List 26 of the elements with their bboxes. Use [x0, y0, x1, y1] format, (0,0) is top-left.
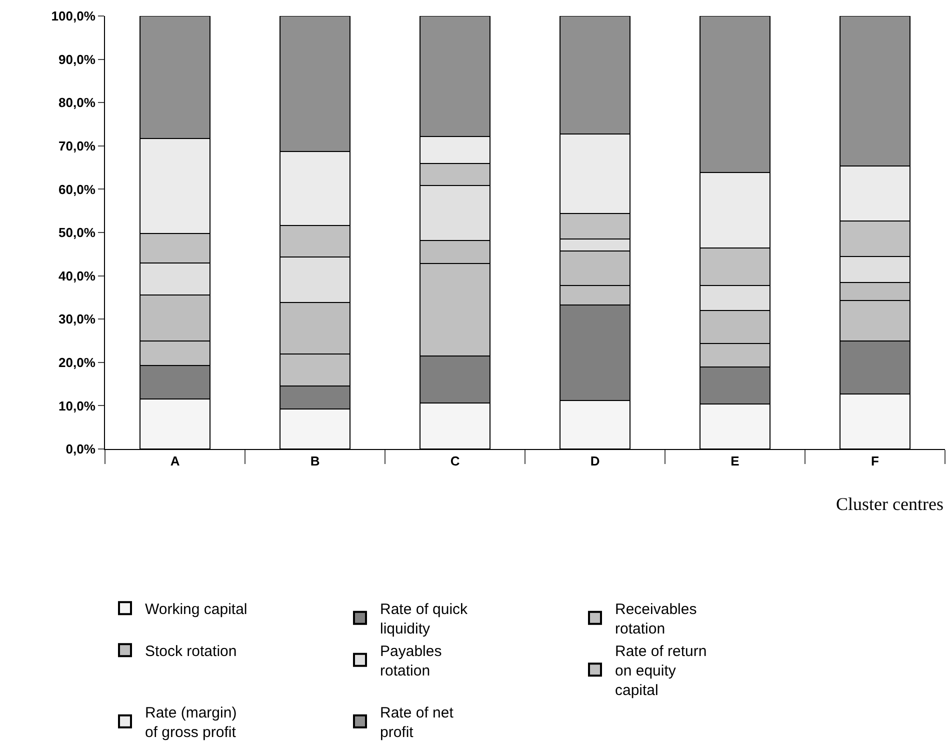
y-tick-label: 0,0% [66, 442, 96, 457]
y-tick-label: 70,0% [58, 138, 96, 154]
x-tick-label: B [310, 454, 320, 469]
legend-label: Payables rotation [380, 642, 442, 680]
legend-label: Stock rotation [145, 642, 237, 660]
y-tick-label: 20,0% [58, 354, 96, 370]
x-axis-title: Cluster centres [836, 494, 944, 514]
legend-label: Rate of quick liquidity [380, 600, 468, 638]
legend-label: Rate of net profit [380, 704, 454, 741]
y-tick-label: 90,0% [58, 52, 96, 67]
y-tick-label: 100,0% [51, 8, 96, 24]
x-tick-label: A [170, 454, 180, 469]
legend-label: Rate (margin) of gross profit [145, 704, 237, 741]
y-tick-label: 50,0% [58, 225, 96, 240]
x-tick-label: C [450, 454, 460, 469]
x-tick-label: F [871, 454, 880, 469]
x-tick-label: E [730, 454, 740, 469]
legend-label: Rate of return on equity capital [615, 642, 707, 699]
y-tick-label: 30,0% [58, 312, 96, 327]
y-tick-label: 10,0% [58, 398, 96, 414]
legend-label: Receivables rotation [615, 600, 697, 638]
y-tick-label: 40,0% [58, 268, 96, 284]
y-tick-label: 60,0% [58, 182, 96, 197]
y-tick-label: 80,0% [58, 95, 96, 110]
legend-label: Working capital [145, 600, 248, 618]
x-tick-label: D [590, 454, 600, 469]
